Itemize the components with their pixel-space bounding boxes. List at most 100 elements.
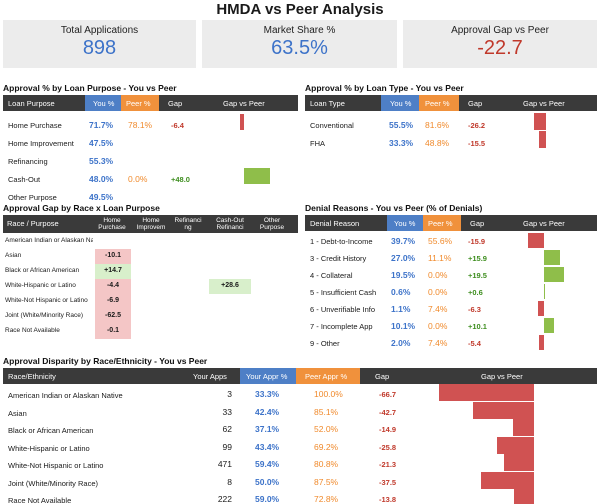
peer-pct: 0.0% bbox=[428, 287, 448, 297]
gap-bar bbox=[480, 471, 534, 489]
section-title-text: Denial Reasons - You vs Peer (% of Denia… bbox=[305, 203, 483, 213]
peer-pct: 80.8% bbox=[314, 459, 339, 469]
col-header: Race/Ethnicity bbox=[8, 372, 56, 381]
table-row: Joint (White/Minority Race) -62.5 bbox=[3, 309, 298, 324]
kpi-value: 898 bbox=[82, 37, 117, 59]
you-pct: 37.1% bbox=[255, 424, 280, 434]
you-pct: 42.4% bbox=[255, 406, 280, 417]
col-header: Denial Reason bbox=[310, 219, 360, 228]
you-pct: 33.3% bbox=[389, 138, 414, 148]
gap-value: +0.6 bbox=[468, 288, 483, 297]
table-row: Cash-Out 48.0% 0.0% +48.0 bbox=[3, 166, 298, 184]
kpi-total-applications: Total Applications 898 bbox=[3, 20, 196, 68]
col-header: Race / Purpose bbox=[7, 219, 59, 228]
peer-pct: 78.1% bbox=[128, 120, 153, 130]
row-label: Refinancing bbox=[8, 157, 48, 166]
gap-value: -42.7 bbox=[379, 407, 397, 417]
row-label: Black or African American bbox=[5, 267, 80, 274]
col-header: Gap vs Peer bbox=[523, 99, 565, 108]
gap-value: -26.2 bbox=[468, 121, 486, 130]
table-row: Conventional 55.5% 81.6% -26.2 bbox=[305, 112, 597, 130]
gap-bar bbox=[537, 301, 544, 316]
col-header: Peer % bbox=[428, 219, 453, 228]
you-pct: 33.3% bbox=[255, 389, 280, 399]
gap-value: -6.4 bbox=[171, 121, 184, 130]
gap-value: -15.9 bbox=[468, 237, 486, 246]
row-label: Conventional bbox=[310, 121, 354, 130]
peer-pct: 55.6% bbox=[428, 236, 453, 246]
row-label: White-Not Hispanic or Latino bbox=[8, 461, 104, 470]
col-header: Loan Purpose bbox=[8, 99, 55, 108]
col-header: Gap vs Peer bbox=[223, 99, 265, 108]
row-label: American Indian or Alaskan Native bbox=[8, 391, 123, 400]
table-header-race-purpose: Race / Purpose Home Purchase Home Improv… bbox=[3, 215, 298, 233]
peer-pct: 0.0% bbox=[128, 174, 148, 184]
row-label: American Indian or Alaskan Native bbox=[5, 237, 93, 244]
table-row: American Indian or Alaskan Native 3 33.3% 1… bbox=[3, 384, 597, 401]
table-row: Home Purchase 71.7% 78.1% -6.4 bbox=[3, 112, 298, 130]
peer-pct: 81.6% bbox=[425, 120, 450, 130]
matrix-cell: -0.1 bbox=[95, 324, 131, 339]
row-label: Race Not Available bbox=[8, 496, 72, 504]
row-label: 9 - Other bbox=[310, 339, 340, 348]
apps-value: 99 bbox=[222, 441, 232, 452]
section-title-text: Approval % by Loan Type - You vs Peer bbox=[305, 83, 464, 93]
gap-value: -25.8 bbox=[379, 442, 397, 452]
kpi-label: Total Applications bbox=[60, 25, 139, 36]
table-row: 6 - Unverifiable Info 1.1% 7.4% -6.3 bbox=[305, 300, 597, 317]
gap-bar bbox=[544, 250, 560, 265]
peer-pct: 7.4% bbox=[428, 304, 448, 314]
table-row: Other Purpose 49.5% bbox=[3, 184, 298, 202]
gap-bar bbox=[439, 384, 534, 401]
you-pct: 55.3% bbox=[89, 156, 114, 166]
gap-bar bbox=[512, 419, 534, 436]
matrix-cell: -62.5 bbox=[95, 309, 131, 324]
row-label: 3 - Credit History bbox=[310, 254, 367, 263]
gap-bar bbox=[528, 233, 544, 248]
table-row: White-Not Hispanic or Latino -6.9 bbox=[3, 294, 298, 309]
row-label: Asian bbox=[5, 252, 22, 259]
peer-pct: 48.8% bbox=[425, 138, 450, 148]
row-label: White-Not Hispanic or Latino bbox=[5, 297, 88, 304]
col-header: Peer Appr % bbox=[305, 372, 348, 381]
gap-value: +10.1 bbox=[468, 322, 487, 331]
peer-pct: 7.4% bbox=[428, 338, 448, 348]
col-header: Your Appr % bbox=[246, 372, 288, 381]
row-label: Cash-Out bbox=[8, 175, 41, 184]
row-label: FHA bbox=[310, 139, 325, 148]
gap-bar bbox=[473, 401, 534, 419]
gap-value: +15.9 bbox=[468, 254, 487, 263]
gap-value: -37.5 bbox=[379, 477, 397, 487]
kpi-approval-gap: Approval Gap vs Peer -22.7 bbox=[403, 20, 597, 68]
page-title: HMDA vs Peer Analysis bbox=[216, 1, 384, 18]
row-label: White-Hispanic or Latino bbox=[5, 282, 76, 289]
col-header: Home Purchase bbox=[98, 217, 126, 231]
table-header-race: Race/Ethnicity Your Apps Your Appr % Pee… bbox=[3, 368, 597, 384]
kpi-label: Approval Gap vs Peer bbox=[451, 25, 549, 36]
gap-bar bbox=[544, 267, 564, 282]
peer-pct: 0.0% bbox=[428, 321, 448, 331]
section-title-text: Approval Gap by Race x Loan Purpose bbox=[3, 203, 160, 213]
apps-value: 3 bbox=[227, 389, 232, 399]
col-header: Home Improvem bbox=[136, 217, 166, 231]
gap-value: -6.3 bbox=[468, 305, 481, 314]
row-label: Home Purchase bbox=[8, 121, 62, 130]
matrix-cell: -4.4 bbox=[95, 279, 131, 294]
gap-value: -21.3 bbox=[379, 460, 397, 469]
apps-value: 471 bbox=[217, 459, 232, 469]
gap-bar bbox=[538, 335, 544, 350]
col-header: Gap bbox=[470, 219, 485, 228]
col-header: You % bbox=[394, 219, 416, 228]
apps-value: 62 bbox=[222, 424, 232, 434]
table-row: Race Not Available -0.1 bbox=[3, 324, 298, 339]
row-label: 4 - Collateral bbox=[310, 271, 353, 280]
section-title-text: Approval % by Loan Purpose - You vs Peer bbox=[3, 83, 177, 93]
gap-bar bbox=[497, 436, 534, 454]
table-row: FHA 33.3% 48.8% -15.5 bbox=[305, 130, 597, 148]
table-header-loan-type: Loan Type You % Peer % Gap Gap vs Peer bbox=[305, 95, 597, 111]
table-row: 3 - Credit History 27.0% 11.1% +15.9 bbox=[305, 249, 597, 266]
table-row: 7 - Incomplete App 10.1% 0.0% +10.1 bbox=[305, 317, 597, 334]
you-pct: 39.7% bbox=[391, 236, 416, 246]
peer-pct: 87.5% bbox=[314, 476, 339, 487]
peer-pct: 100.0% bbox=[314, 389, 343, 399]
